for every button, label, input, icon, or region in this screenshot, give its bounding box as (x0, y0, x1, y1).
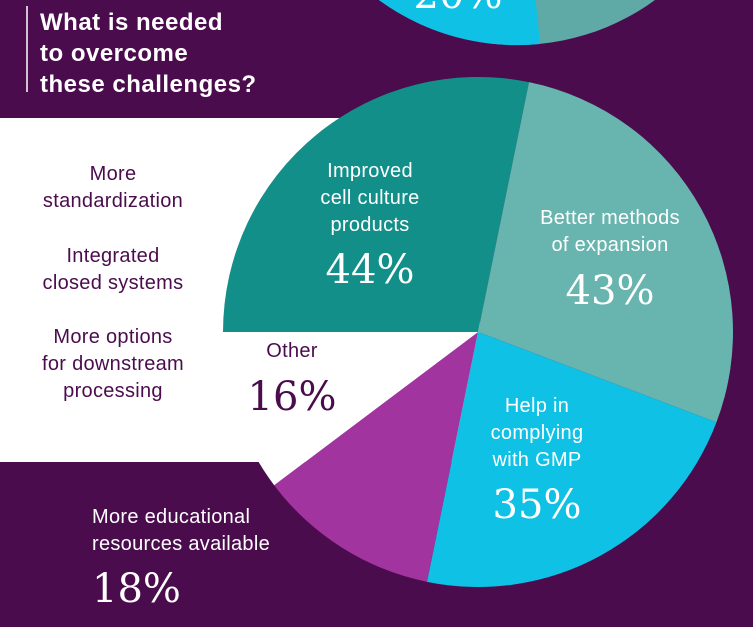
slice-value: 35% (493, 482, 582, 528)
slice-label: with GMP (491, 449, 581, 471)
pie-slice (223, 76, 530, 332)
pie (223, 76, 733, 587)
slice-label: Other (266, 340, 318, 362)
slice-value: 16% (248, 374, 337, 420)
pie-labels: Improved cell culture products 44% Better me… (92, 160, 680, 612)
slice-value: 44% (326, 247, 415, 293)
slice-label: Better methods (540, 207, 680, 229)
slice-label: products (330, 214, 409, 236)
other-answer: for downstream (42, 353, 184, 375)
slice-label: cell culture (320, 187, 419, 209)
other-answer: processing (63, 380, 163, 402)
pie-slice (478, 82, 733, 423)
slice-value: 18% (92, 566, 181, 612)
pie-slice (426, 332, 717, 587)
title-line: What is needed (40, 9, 223, 36)
top-chart-slice (378, 0, 540, 46)
slice-label: complying (491, 422, 584, 444)
other-answer: Integrated (66, 245, 159, 267)
slice-label: resources available (92, 533, 270, 555)
slice-label: More educational (92, 506, 250, 528)
other-answers: More standardization Integrated closed syst… (42, 163, 184, 402)
other-answer: closed systems (43, 272, 184, 294)
other-answer: More (90, 163, 137, 185)
pie-slice (274, 332, 478, 582)
slice-label: Improved (327, 160, 413, 182)
top-chart-label: 20% (414, 0, 503, 18)
title-line: these challenges? (40, 71, 257, 98)
slice-label: of expansion (551, 234, 668, 256)
other-answer: More options (53, 326, 172, 348)
slice-value: 43% (566, 268, 655, 314)
slice-label: Help in (505, 395, 569, 417)
title: What is needed to overcome these challenge… (40, 9, 257, 98)
pie-slice (223, 332, 478, 486)
other-answer: standardization (43, 190, 183, 212)
title-line: to overcome (40, 40, 188, 67)
